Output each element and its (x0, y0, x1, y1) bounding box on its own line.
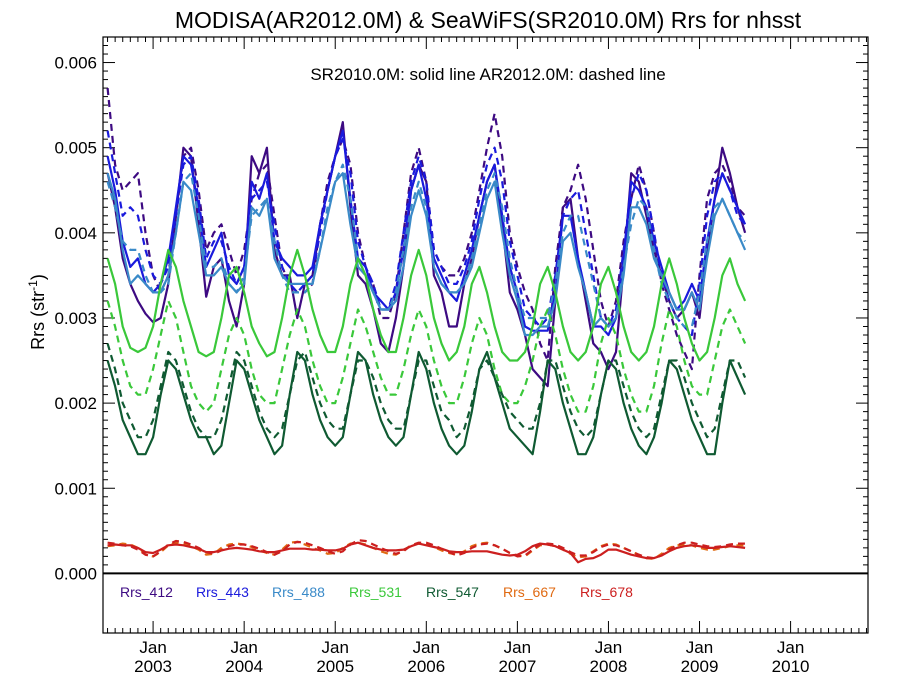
legend-label-rrs-488: Rrs_488 (272, 584, 325, 600)
legend-label-rrs-443: Rrs_443 (196, 584, 249, 600)
legend-label-rrs-412: Rrs_412 (120, 584, 173, 600)
x-tick-label-month: Jan (139, 638, 166, 657)
chart-title: MODISA(AR2012.0M) & SeaWiFS(SR2010.0M) R… (175, 7, 802, 33)
x-tick-label-month: Jan (230, 638, 257, 657)
series-line-rrs-443-solid (106, 129, 747, 337)
x-tick-label-year: 2010 (772, 657, 810, 675)
x-tick-label-month: Jan (413, 638, 440, 657)
legend-label-rrs-547: Rrs_547 (426, 584, 479, 600)
x-tick-label-year: 2006 (407, 657, 445, 675)
chart-subtitle: SR2010.0M: solid line AR2012.0M: dashed … (310, 65, 665, 84)
legend-label-rrs-678: Rrs_678 (580, 584, 633, 600)
y-axis-label: Rrs (str-1) (26, 274, 48, 350)
y-tick-label: 0.001 (54, 479, 97, 498)
y-tick-label: 0.006 (54, 54, 97, 73)
x-tick-label-month: Jan (777, 638, 804, 657)
series-line-rrs-678-solid (107, 541, 746, 564)
y-axis-label-superscript: -1 (26, 280, 40, 291)
series-line-rrs-531-dashed (106, 299, 747, 413)
y-tick-label: 0.000 (54, 564, 97, 583)
legend-label-rrs-531: Rrs_531 (349, 584, 402, 600)
x-tick-label-year: 2008 (590, 657, 628, 675)
y-tick-label: 0.005 (54, 139, 97, 158)
series-line-rrs-412-dashed (106, 87, 746, 371)
x-tick-label-month: Jan (595, 638, 622, 657)
x-tick-label-month: Jan (686, 638, 713, 657)
x-tick-label-year: 2005 (316, 657, 354, 675)
x-tick-label-year: 2009 (681, 657, 719, 675)
y-axis-label-end: ) (28, 274, 48, 280)
series-line-rrs-547-solid (106, 350, 747, 456)
y-axis-label-main: Rrs (str (28, 291, 48, 350)
series-line-rrs-488-dashed (106, 163, 746, 328)
x-tick-label-year: 2007 (498, 657, 536, 675)
plot-frame (102, 36, 869, 634)
series-line-rrs-547-dashed (106, 343, 747, 439)
y-tick-label: 0.002 (54, 394, 97, 413)
legend-label-rrs-667: Rrs_667 (503, 584, 556, 600)
series-line-rrs-678-dashed (107, 539, 746, 560)
y-tick-label: 0.003 (54, 309, 97, 328)
y-tick-label: 0.004 (54, 224, 97, 243)
series-line-rrs-531-solid (106, 248, 747, 362)
plot-area: 0.0000.0010.0020.0030.0040.0050.006Jan20… (54, 36, 868, 675)
x-tick-label-year: 2004 (225, 657, 263, 675)
series-line-rrs-443-dashed (106, 130, 746, 337)
x-tick-label-month: Jan (322, 638, 349, 657)
x-tick-label-month: Jan (504, 638, 531, 657)
x-tick-label-year: 2003 (134, 657, 172, 675)
